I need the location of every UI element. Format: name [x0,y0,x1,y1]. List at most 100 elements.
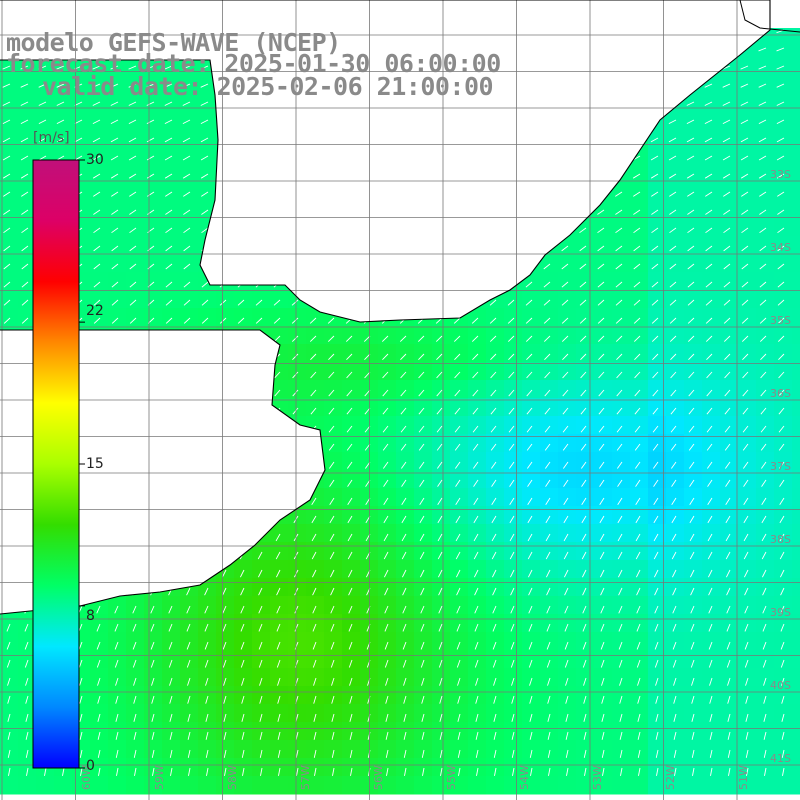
field-cell [558,398,577,417]
field-cell [792,164,800,183]
field-cell [450,398,469,417]
wind-arrow [741,227,749,234]
wind-arrow [547,731,551,740]
field-cell [684,110,703,129]
wind-arrow [616,461,623,469]
field-cell [144,596,163,615]
field-cell [270,632,289,651]
field-cell [666,578,685,597]
wind-arrow [311,533,317,542]
wind-arrow [110,65,119,70]
wind-arrow [310,371,317,379]
wind-arrow [705,299,713,306]
field-cell [432,614,451,633]
wind-arrow [440,767,443,776]
field-cell [738,632,757,651]
latitude-label: 40S [770,679,791,692]
wind-arrow [725,479,731,487]
field-cell [486,740,505,759]
wind-arrow [777,245,785,252]
wind-arrow [651,281,659,288]
wind-arrow [526,443,533,451]
field-cell [792,560,800,579]
wind-arrow [93,191,101,197]
field-cell [180,596,199,615]
field-cell [486,686,505,705]
field-cell [720,506,739,525]
field-cell [378,362,397,381]
wind-arrow [347,515,353,524]
wind-arrow [565,677,569,686]
wind-arrow [669,209,677,215]
wind-arrow [128,101,137,106]
field-cell [720,326,739,345]
wind-arrow [686,137,695,143]
wind-arrow [56,101,65,106]
field-cell [504,290,523,309]
wind-arrow [761,515,767,524]
wind-arrow [526,461,533,469]
wind-arrow [310,389,317,397]
field-cell [0,740,19,759]
wind-arrow [615,263,623,270]
field-cell [486,668,505,687]
field-cell [18,92,37,111]
field-cell [738,56,757,75]
wind-arrow [583,677,587,686]
field-cell [234,776,253,795]
wind-arrow [544,461,551,469]
wind-arrow [740,137,749,143]
field-cell [324,758,343,777]
field-cell [180,650,199,669]
wind-arrow [457,713,461,722]
field-cell [162,776,181,795]
longitude-label: 51W [737,765,750,790]
field-cell [540,452,559,471]
wind-arrow [725,515,731,524]
field-cell [666,434,685,453]
field-cell [684,722,703,741]
wind-arrow [332,767,335,776]
field-cell [666,200,685,219]
field-cell [594,488,613,507]
wind-arrow [579,299,587,306]
wind-arrow [527,533,533,542]
field-cell [468,344,487,363]
wind-arrow [183,245,191,252]
wind-arrow [652,353,659,361]
field-cell [558,470,577,489]
field-cell [504,506,523,525]
wind-arrow [673,731,677,740]
wind-arrow [709,749,713,758]
wind-arrow [400,353,407,361]
field-cell [378,560,397,579]
wind-arrow [706,461,713,469]
wind-arrow [781,695,785,704]
field-cell [684,380,703,399]
wind-arrow [724,461,731,469]
wind-arrow [438,659,443,668]
wind-arrow [128,155,137,161]
wind-arrow [418,353,425,361]
wind-arrow [3,191,11,197]
wind-arrow [618,623,623,632]
wind-arrow [278,767,281,776]
field-cell [648,686,667,705]
field-cell [576,578,595,597]
field-cell [108,182,127,201]
wind-arrow [727,731,731,740]
field-cell [0,56,19,75]
wind-arrow [150,623,155,632]
field-cell [126,128,145,147]
wind-arrow [742,443,749,451]
wind-arrow [472,407,479,415]
wind-arrow [402,623,407,632]
wind-arrow [128,137,137,143]
field-cell [576,416,595,435]
field-cell [162,182,181,201]
field-cell [396,776,415,795]
field-cell [396,650,415,669]
field-cell [306,704,325,723]
field-cell [432,524,451,543]
wind-arrow [385,749,389,758]
